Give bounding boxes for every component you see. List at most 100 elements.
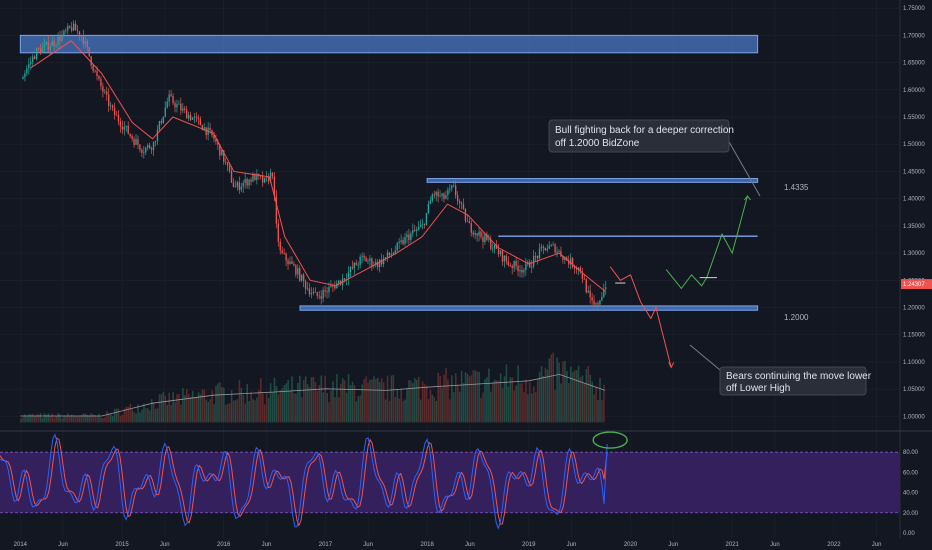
bearish-projection-path[interactable] (609, 266, 672, 368)
resistance-zone-1.4335[interactable] (426, 178, 759, 183)
bear-note-line1: Bears continuing the move lower (726, 371, 872, 382)
candle-body (86, 40, 88, 48)
candle-body (468, 221, 470, 224)
candle-body (573, 267, 576, 269)
candle-body (271, 172, 274, 177)
candle-body (32, 56, 34, 62)
candle-body (265, 176, 268, 178)
candle-body (437, 191, 439, 197)
candle-body (111, 105, 114, 108)
candle-body (552, 244, 554, 246)
candle-body (546, 248, 548, 251)
candle-body (80, 35, 83, 37)
oscillator-highlight-ellipse[interactable] (592, 431, 628, 449)
time-tick-label: Jun (567, 542, 577, 548)
candle-body (593, 300, 595, 305)
volume-bar (141, 409, 143, 423)
oscillator-tick-label: 40.00 (903, 491, 919, 497)
candle-body (267, 176, 270, 182)
volume-bar (117, 408, 120, 423)
candle-body (263, 177, 266, 183)
projection-paths[interactable] (609, 139, 761, 371)
candle-body (72, 23, 75, 31)
volume-bar (382, 382, 385, 423)
bullish-projection-path[interactable] (665, 195, 748, 290)
volume-bar (244, 403, 247, 423)
volume-bar (603, 384, 605, 423)
candle-body (269, 172, 272, 182)
candle-body (384, 257, 387, 259)
oscillator-pane (0, 431, 900, 530)
bull-callout-pointer (727, 139, 761, 197)
candle-body (527, 261, 529, 264)
volume-bar (361, 384, 363, 423)
volume-bar (145, 407, 147, 423)
candle-body (160, 121, 163, 123)
volume-bar (72, 415, 75, 423)
candle-body (314, 291, 317, 293)
volume-bar (33, 416, 36, 423)
bull-callout-box[interactable] (548, 119, 730, 153)
volume-bar (250, 391, 252, 423)
volume-bar (556, 357, 558, 423)
bear-callout-box[interactable] (719, 366, 867, 396)
candle-body (462, 204, 465, 209)
volume-bar (131, 409, 133, 423)
lower-level-label: 1.2000 (784, 313, 809, 322)
candle-body (378, 259, 381, 268)
candle-body (361, 255, 363, 257)
volume-bar (408, 380, 410, 423)
volume-bar (263, 404, 266, 423)
candle-body (423, 224, 426, 225)
annotations[interactable]: Bull fighting back for a deeper correcti… (548, 119, 872, 396)
volume-bar (271, 392, 274, 423)
supply-zone[interactable] (19, 34, 759, 54)
bear-callout[interactable]: Bears continuing the move lower off Lowe… (719, 366, 872, 396)
volume-bar (365, 376, 367, 423)
volume-bar (486, 377, 488, 423)
candle-body (234, 186, 237, 188)
volume-bar (386, 375, 389, 423)
volume-bar (94, 415, 96, 423)
bull-callout[interactable]: Bull fighting back for a deeper correcti… (548, 119, 734, 153)
volume-bar (297, 383, 299, 423)
volume-bar (164, 395, 167, 423)
bidzone-1.2000[interactable] (299, 305, 759, 311)
candle-body (435, 191, 437, 196)
volume-bar (532, 386, 535, 423)
candle-body (279, 241, 281, 251)
volume-bar (176, 394, 178, 423)
volume-bar (279, 390, 282, 423)
candle-body (43, 44, 46, 48)
candle-body (501, 250, 504, 262)
candle-body (213, 135, 215, 139)
volume-bar (423, 384, 426, 423)
price-tick-label: 1.35000 (903, 224, 925, 230)
candle-body (117, 115, 120, 122)
price-tick-label: 1.75000 (903, 6, 925, 12)
drawing-zones[interactable] (19, 34, 759, 311)
candle-body (425, 212, 428, 225)
volume-bar (65, 416, 67, 423)
volume-bar (39, 413, 42, 423)
candle-body (499, 250, 502, 255)
candle-body (400, 240, 402, 242)
candle-body (193, 116, 196, 118)
candle-body (581, 271, 584, 279)
volume-bar (41, 417, 44, 423)
candle-body (39, 48, 42, 53)
volume-bar (49, 416, 52, 423)
candle-body (195, 116, 198, 118)
volume-bar (115, 408, 118, 423)
volume-bar (45, 414, 48, 423)
volume-bar (252, 399, 254, 423)
candle-body (96, 71, 98, 77)
candle-body (184, 108, 186, 110)
volume-bar (554, 389, 556, 423)
candle-body (359, 256, 361, 265)
candle-body (571, 258, 574, 268)
bull-note-line1: Bull fighting back for a deeper correcti… (555, 125, 734, 136)
time-tick-label: Jun (363, 542, 373, 548)
